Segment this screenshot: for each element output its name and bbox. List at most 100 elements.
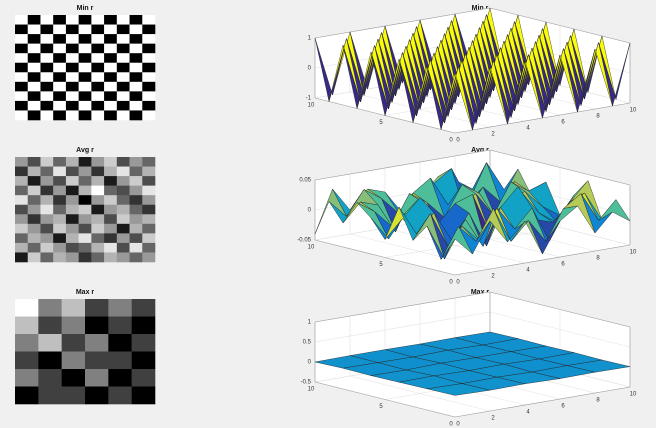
image-pixel: [15, 176, 29, 186]
image-pixel: [108, 334, 132, 352]
image-pixel: [40, 185, 54, 196]
surface-title: Min r: [472, 5, 489, 12]
image-pixel: [27, 81, 41, 92]
axis-line: [314, 7, 491, 39]
x-tick-label: 0: [456, 422, 460, 428]
image-pixel: [142, 24, 156, 35]
image-pixel: [91, 176, 105, 186]
image-pixel: [53, 34, 67, 44]
image-pixel: [78, 24, 92, 35]
image-pixel: [104, 252, 118, 263]
image-pixel: [53, 15, 67, 25]
image-pixel: [65, 223, 79, 234]
image-pixel: [104, 91, 118, 102]
image-pixel: [27, 176, 41, 186]
image-pixel: [129, 223, 143, 234]
image-pixel: [78, 195, 92, 206]
image-pixel: [116, 157, 130, 167]
image-pixel: [116, 62, 130, 73]
image-pixel: [78, 34, 92, 44]
image-pixel: [61, 299, 86, 317]
image-pixel: [142, 81, 156, 92]
image-pixel: [129, 176, 143, 186]
axis-line: [454, 386, 631, 418]
image-pixel: [65, 242, 79, 253]
image-title: Avg r: [76, 147, 94, 154]
surface-title: Avg r: [471, 147, 489, 154]
image-pixel: [104, 242, 118, 253]
y-tick-label: 10: [308, 245, 315, 251]
image-pixel: [131, 351, 156, 370]
image-pixel: [53, 62, 67, 73]
image-pixel: [142, 72, 156, 83]
image-pixel: [129, 72, 143, 83]
image-pixel: [40, 72, 54, 83]
image-pixel: [104, 166, 118, 177]
image-pixel: [27, 166, 41, 177]
image-pixel: [53, 43, 67, 54]
axis-line: [489, 291, 631, 328]
grid-line: [489, 311, 631, 348]
image-pixel: [131, 299, 156, 317]
image-pixel: [142, 223, 156, 234]
image-pixel: [40, 91, 54, 102]
image-pixel: [91, 15, 105, 25]
image-pixel: [129, 15, 143, 25]
surface-face: [426, 383, 491, 396]
image-pixel: [129, 110, 143, 121]
image-pixel: [15, 223, 29, 234]
y-tick-label: 5: [379, 404, 383, 410]
image-pixel: [91, 53, 105, 64]
image-pixel: [78, 204, 92, 215]
image-pixel: [142, 176, 156, 186]
x-tick-label: 2: [491, 274, 495, 280]
image-title: Min r: [77, 5, 94, 12]
image-pixel: [142, 252, 156, 263]
image-pixel: [65, 185, 79, 196]
image-pixel: [104, 204, 118, 215]
image-pixel: [142, 233, 156, 244]
image-pixel: [129, 24, 143, 35]
image-pixel: [65, 24, 79, 35]
image-pixel: [65, 15, 79, 25]
image-pixel: [131, 334, 156, 352]
image-pixel: [78, 72, 92, 83]
image-pixel: [129, 166, 143, 177]
image-pixel: [53, 72, 67, 83]
image-pixel: [91, 100, 105, 111]
surface-face: [440, 226, 473, 260]
z-tick-label: 0.5: [303, 340, 312, 346]
x-tick-label: 4: [526, 268, 530, 274]
axis-line: [314, 239, 456, 276]
image-pixel: [104, 72, 118, 83]
image-pixel: [15, 214, 29, 225]
image-pixel: [91, 233, 105, 244]
x-tick-label: 10: [630, 250, 637, 256]
image-pixel: [40, 242, 54, 253]
image-pixel: [27, 214, 41, 225]
x-tick-label: 10: [630, 108, 637, 114]
image-pixel: [104, 233, 118, 244]
image-pixel: [27, 53, 41, 64]
image-pixel: [129, 214, 143, 225]
image-pixel: [53, 195, 67, 206]
image-pixel: [116, 15, 130, 25]
x-tick-label: 6: [561, 262, 565, 268]
image-pixel: [15, 351, 39, 370]
image-pixel: [142, 15, 156, 25]
image-pixel: [116, 223, 130, 234]
image-pixel: [116, 53, 130, 64]
image-pixel: [91, 62, 105, 73]
image-pixel: [142, 214, 156, 225]
image-pixel: [108, 369, 132, 387]
image-pixel: [40, 110, 54, 121]
axis-line: [489, 7, 631, 44]
image-pixel: [116, 204, 130, 215]
z-tick-label: 0.05: [299, 178, 311, 184]
image-pixel: [38, 351, 62, 370]
image-pixel: [116, 214, 130, 225]
image-pixel: [61, 316, 86, 335]
image-pixel: [65, 204, 79, 215]
image-pixel: [104, 53, 118, 64]
image-pixel: [78, 53, 92, 64]
